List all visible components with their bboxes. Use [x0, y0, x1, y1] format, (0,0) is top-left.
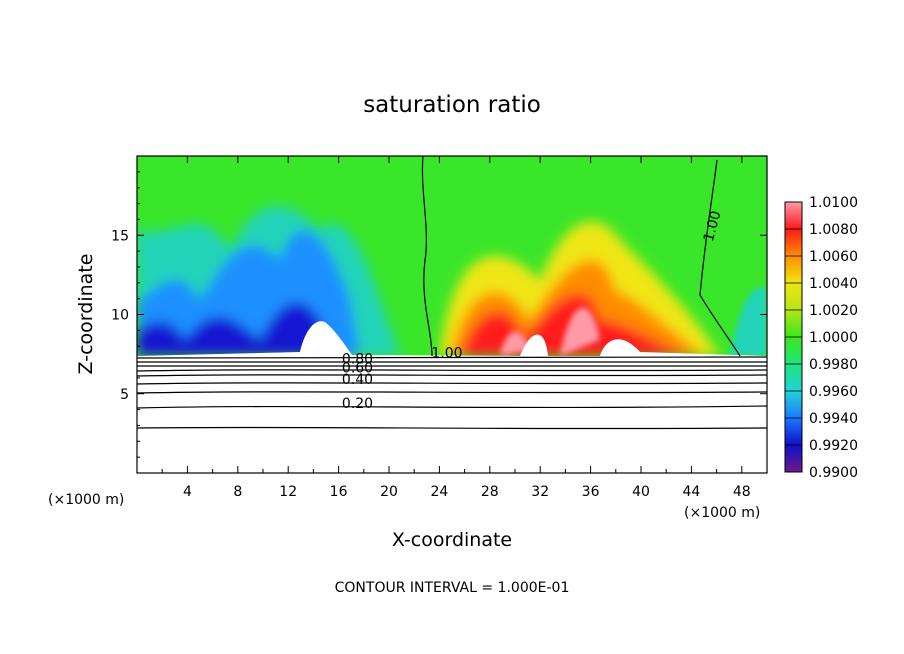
- x-tick-label: 28: [481, 484, 499, 500]
- colorbar-tick-label: 1.0060: [809, 249, 858, 265]
- x-axis: 4 8 12 16 20 24 28 32 36 40 44 48: [161, 156, 751, 500]
- x-tick-label: 24: [430, 484, 448, 500]
- x-tick-label: 12: [279, 484, 297, 500]
- y-axis: 5 10 15: [111, 171, 767, 458]
- x-tick-label: 44: [682, 484, 700, 500]
- colorbar-tick-label: 0.9940: [809, 411, 858, 427]
- colorbar-tick-label: 0.9980: [809, 357, 858, 373]
- contour-label: 0.60: [342, 360, 373, 376]
- colorbar-tick-label: 1.0040: [809, 276, 858, 292]
- contour-label: 1.00: [701, 209, 725, 243]
- heatmap-field: [137, 156, 767, 473]
- y-tick-label: 15: [111, 228, 129, 244]
- colorbar-tick-label: 1.0100: [809, 195, 858, 211]
- chart-title: saturation ratio: [363, 92, 541, 118]
- x-tick-label: 36: [582, 484, 600, 500]
- contour-label: 0.80: [342, 352, 373, 368]
- contour-label: 0.20: [342, 396, 373, 412]
- x-tick-label: 4: [183, 484, 192, 500]
- x-tick-label: 16: [330, 484, 348, 500]
- x-unit-label-right: (×1000 m): [684, 505, 760, 521]
- colorbar-ticks: 1.0100 1.0080 1.0060 1.0040 1.0020 1.0000 0.99…: [785, 195, 858, 481]
- contour-interval-note: CONTOUR INTERVAL = 1.000E-01: [335, 580, 570, 596]
- x-tick-label: 8: [233, 484, 242, 500]
- x-tick-label: 48: [733, 484, 751, 500]
- x-tick-label: 32: [531, 484, 549, 500]
- x-axis-title: X-coordinate: [392, 529, 512, 551]
- contour-labels: 1.00 1.00 0.800.600.40 0.20: [342, 209, 725, 412]
- colorbar-tick-label: 0.9900: [809, 465, 858, 481]
- y-axis-title: Z-coordinate: [75, 254, 97, 375]
- x-tick-label: 20: [380, 484, 398, 500]
- contour-label: 0.40: [342, 372, 373, 388]
- colorbar-tick-label: 1.0000: [809, 330, 858, 346]
- colorbar-tick-label: 1.0020: [809, 303, 858, 319]
- colorbar-tick-label: 0.9920: [809, 438, 858, 454]
- x-unit-label-left: (×1000 m): [48, 492, 124, 508]
- y-tick-label: 10: [111, 308, 129, 324]
- colorbar-tick-label: 0.9960: [809, 384, 858, 400]
- x-tick-label: 40: [632, 484, 650, 500]
- contour-label: 1.00: [431, 345, 462, 361]
- colorbar-tick-label: 1.0080: [809, 222, 858, 238]
- y-tick-label: 5: [120, 387, 129, 403]
